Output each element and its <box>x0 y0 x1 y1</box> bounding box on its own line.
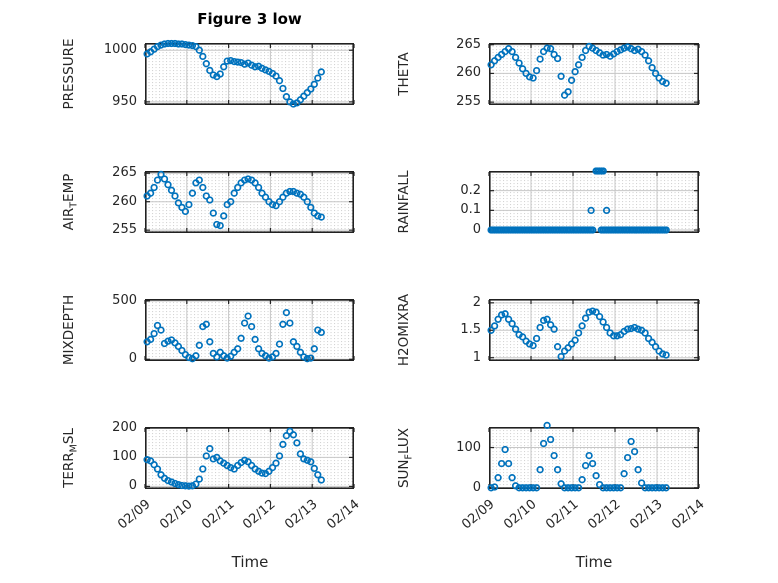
subplot-mixdepth <box>143 299 355 363</box>
data-series-rainfall <box>487 167 670 234</box>
subplot-rainfall <box>487 167 700 234</box>
subplot-h2omixra <box>487 299 700 362</box>
y-tick-label: 0 <box>128 351 137 367</box>
y-tick-label: 0 <box>472 222 481 237</box>
y-axis-label-terr-msl: TERRMSL <box>60 368 80 548</box>
plot-area-pressure <box>143 39 355 108</box>
y-axis-label-sun-flux: SUNFLUX <box>395 368 415 548</box>
y-axis-label-subscript: M <box>68 444 80 453</box>
x-axis-label-right: Time <box>575 553 613 571</box>
y-tick-label: 265 <box>112 165 137 181</box>
y-axis-label-text: LUX <box>396 428 412 454</box>
y-axis-label-text: PRESSURE <box>61 38 77 110</box>
y-tick-label: 2 <box>472 294 481 310</box>
data-series-theta <box>487 42 670 99</box>
y-tick-label: 0.1 <box>460 202 481 218</box>
subplot-pressure <box>143 39 355 108</box>
subplot-terr-msl <box>143 427 355 490</box>
y-tick-label: 950 <box>112 93 137 109</box>
y-tick-label: 200 <box>112 420 137 436</box>
y-axis-label-text: SL <box>61 428 77 445</box>
y-tick-label: 1 <box>472 349 481 365</box>
plot-area-h2omixra <box>487 299 700 362</box>
data-series-terr-msl <box>143 427 325 490</box>
data-series-sun-flux <box>487 421 670 492</box>
plot-area-sun-flux <box>487 421 700 492</box>
plot-area-terr-msl <box>143 427 355 490</box>
y-axis-label-text: SUN <box>396 459 412 489</box>
y-tick-label: 1000 <box>103 42 137 58</box>
data-series-air-temp <box>143 170 325 230</box>
y-tick-label: 255 <box>456 94 481 110</box>
y-axis-label-text: EMP <box>61 173 77 202</box>
plot-area-theta <box>487 42 700 106</box>
subplot-theta <box>487 42 700 106</box>
x-axis-label-left: Time <box>231 553 269 571</box>
plot-area-mixdepth <box>143 299 355 363</box>
y-axis-label-text: AIR <box>61 207 77 231</box>
data-series-mixdepth <box>143 308 325 363</box>
data-series-pressure <box>143 39 325 108</box>
data-series-h2omixra <box>487 307 670 361</box>
y-axis-label-subscript: F <box>403 453 415 460</box>
y-tick-label: 260 <box>112 193 137 209</box>
y-tick-label: 0.2 <box>460 182 481 198</box>
y-tick-label: 500 <box>112 293 137 308</box>
y-axis-label-text: RAINFALL <box>396 170 412 234</box>
y-axis-label-text: H2OMIXRA <box>396 293 412 367</box>
y-tick-label: 0 <box>472 479 481 495</box>
y-tick-label: 100 <box>112 449 137 465</box>
plot-area-rainfall <box>487 167 700 234</box>
y-tick-label: 260 <box>456 65 481 81</box>
y-axis-label-text: TERR <box>61 452 77 488</box>
y-tick-label: 0 <box>128 478 137 494</box>
plot-area-air-temp <box>143 170 355 234</box>
y-tick-label: 255 <box>112 222 137 238</box>
y-tick-label: 1.5 <box>460 322 481 338</box>
figure-title: Figure 3 low <box>197 10 302 28</box>
y-axis-label-text: MIXDEPTH <box>61 294 77 366</box>
y-axis-label-subscript: T <box>68 201 80 208</box>
subplot-air-temp <box>143 170 355 234</box>
y-axis-label-text: THETA <box>396 52 412 96</box>
y-tick-label: 100 <box>456 439 481 455</box>
y-tick-label: 265 <box>456 36 481 52</box>
subplot-sun-flux <box>487 421 700 492</box>
